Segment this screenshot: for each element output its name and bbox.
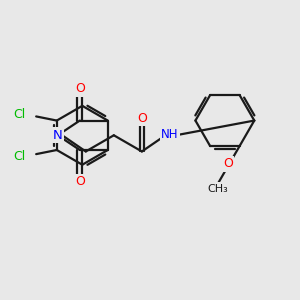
Text: O: O [75, 82, 85, 95]
Text: CH₃: CH₃ [208, 184, 229, 194]
Text: O: O [137, 112, 147, 125]
Text: N: N [53, 129, 63, 142]
Text: Cl: Cl [14, 150, 26, 163]
Text: O: O [223, 158, 233, 170]
Text: NH: NH [161, 128, 179, 141]
Text: Cl: Cl [14, 108, 26, 121]
Text: O: O [75, 175, 85, 188]
